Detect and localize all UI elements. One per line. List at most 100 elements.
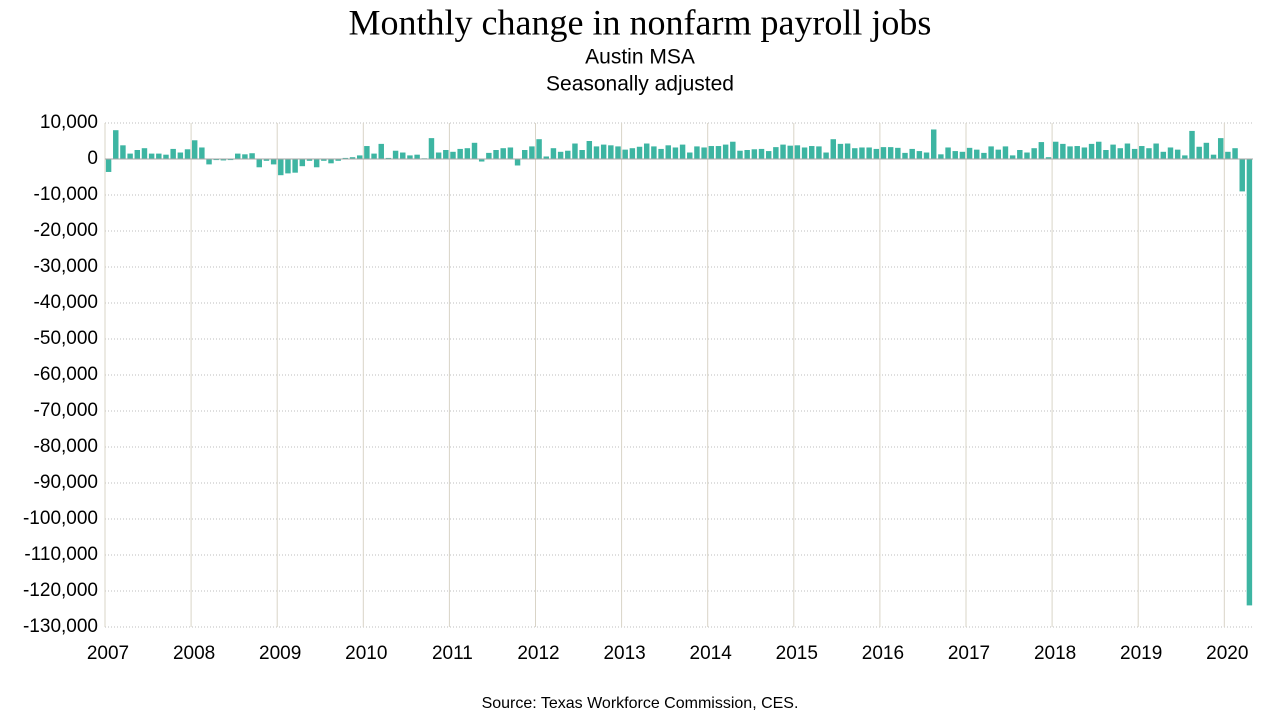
bar [852,148,858,159]
y-tick-label: -90,000 [34,472,98,493]
bar [765,151,772,159]
bar [270,159,277,165]
bar [701,147,707,159]
bar [550,148,557,159]
bar [184,149,191,159]
bar [457,148,463,159]
bar [579,150,585,159]
bar [321,159,327,161]
bar [543,156,549,159]
bar [356,155,363,159]
bar [895,147,901,159]
bar [1117,148,1123,159]
bar [1174,149,1181,159]
y-tick-label: -100,000 [23,508,98,529]
bar [715,146,722,159]
bar [651,146,657,159]
y-tick-label: -20,000 [34,220,98,241]
bar [1225,151,1231,159]
bar [938,154,944,159]
bar [1024,152,1030,159]
bar [249,153,255,159]
bar [1146,148,1152,159]
bar [1002,146,1009,159]
bar [213,159,219,161]
bar [1232,148,1238,159]
bar [622,149,628,159]
bar [773,147,779,159]
bar [930,129,937,159]
x-tick-label: 2013 [603,643,645,664]
bar [988,146,994,159]
bar [1239,159,1245,192]
x-tick-label: 2016 [862,643,904,664]
bar [873,148,880,159]
x-tick-label: 2011 [432,643,473,664]
bar [1153,143,1159,159]
bar [636,146,643,159]
y-tick-label: -30,000 [34,256,98,277]
y-tick-label: 0 [87,148,98,169]
bar [809,146,815,159]
bar [1088,143,1095,159]
y-tick-label: -60,000 [34,364,98,385]
bar [1067,146,1073,159]
bar [105,159,112,172]
x-tick-label: 2019 [1120,643,1162,664]
bar [191,140,198,159]
bar [1203,142,1210,159]
bar [177,152,184,159]
bar [471,142,478,159]
bar [514,159,521,166]
bar [1060,143,1066,159]
bar [1096,141,1102,159]
bar [378,143,384,159]
bar [414,154,420,159]
bar [1189,130,1195,159]
bar [263,159,270,161]
x-tick-label: 2012 [517,643,559,664]
bar [163,154,169,159]
bar [443,150,449,159]
bar [1167,147,1174,159]
bar [837,143,844,159]
source-note: Source: Texas Workforce Commission, CES. [482,695,799,712]
bar [1103,150,1109,159]
y-tick-label: -110,000 [24,544,98,565]
bar [127,153,133,159]
bar [342,157,349,159]
bar [478,159,485,162]
y-tick-label: -130,000 [23,616,98,637]
bar [1081,147,1088,159]
bar [1031,148,1037,159]
bar [1217,138,1224,159]
bar [371,153,377,159]
bar [959,151,966,159]
bar [780,144,786,159]
bar [694,146,700,159]
bar [945,147,951,159]
y-tick-label: -80,000 [34,436,98,457]
bar [615,146,621,159]
bar [522,150,528,159]
bar [902,152,908,159]
bar [1246,159,1253,606]
bar [313,159,320,168]
bar [328,159,334,164]
bar [256,159,262,168]
bar [751,149,758,159]
bar [1038,142,1045,159]
bar [392,150,399,159]
bar [737,150,743,159]
bar [500,148,506,159]
bar [572,143,578,159]
bar [199,147,205,159]
bar [658,148,664,159]
bar [278,159,284,176]
bar [364,146,370,159]
bar [844,143,851,159]
bar [981,152,987,159]
bar [148,153,155,159]
bar [285,159,291,174]
y-tick-label: 10,000 [40,112,98,133]
